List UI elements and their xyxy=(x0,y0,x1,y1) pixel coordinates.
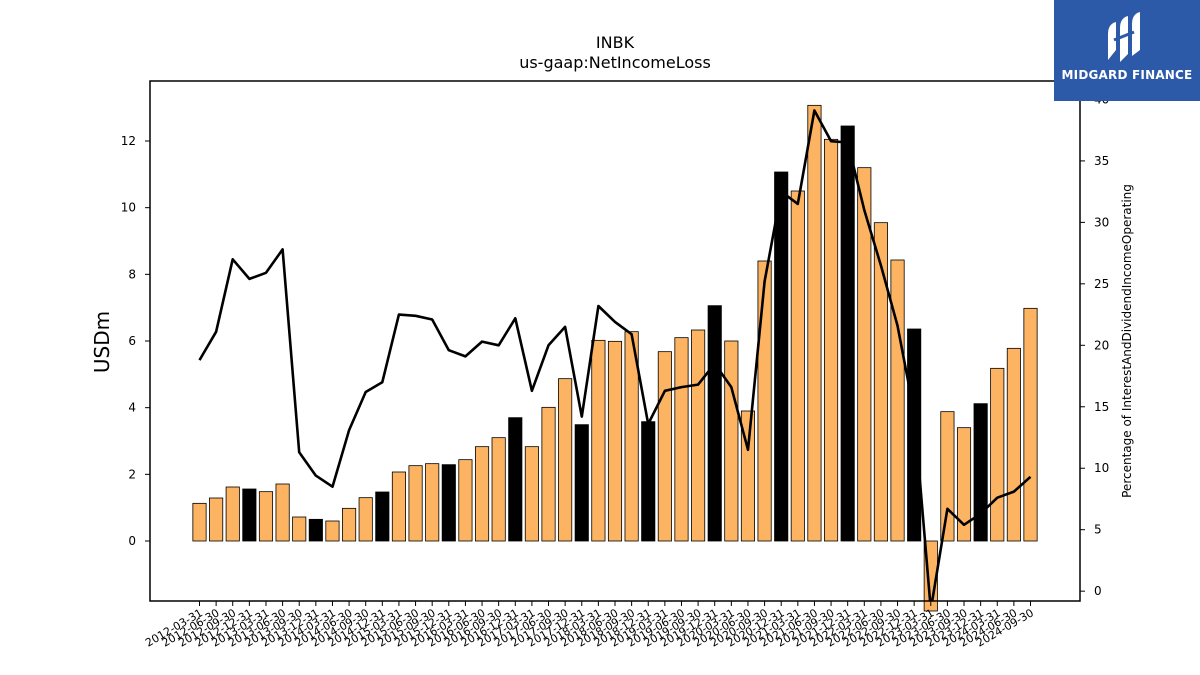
y2-tick-label: 25 xyxy=(1094,277,1109,291)
bar xyxy=(1023,307,1038,542)
bar xyxy=(990,367,1005,542)
bar xyxy=(325,520,340,542)
y-tick-label: 4 xyxy=(128,401,136,415)
bar xyxy=(441,464,456,542)
bar xyxy=(724,340,739,542)
bar xyxy=(940,411,955,542)
bar xyxy=(574,424,589,542)
y-tick-label: 6 xyxy=(128,334,136,348)
y2-tick-label: 0 xyxy=(1094,584,1102,598)
bar xyxy=(607,340,623,542)
y-tick-label: 12 xyxy=(121,134,136,148)
bar xyxy=(408,465,423,542)
company-logo: MIDGARD FINANCE xyxy=(1054,0,1200,101)
bar xyxy=(342,507,357,542)
bar xyxy=(375,491,390,542)
bar xyxy=(458,459,473,542)
y-tick-label: 10 xyxy=(121,201,136,215)
bar xyxy=(807,104,822,542)
y-axis-label: USDm xyxy=(90,311,114,373)
y2-tick-label: 20 xyxy=(1094,338,1109,352)
line-series xyxy=(198,109,1032,601)
bar xyxy=(308,518,323,542)
bar xyxy=(275,483,290,542)
bar xyxy=(541,406,556,542)
bar xyxy=(209,497,224,542)
plot-frame xyxy=(149,80,1081,602)
midgard-logo-icon xyxy=(1108,12,1140,62)
chart-title: INBK xyxy=(596,33,635,52)
bar xyxy=(890,259,905,542)
bar xyxy=(824,138,839,542)
y-tick-label: 2 xyxy=(128,467,136,481)
bar xyxy=(691,329,706,542)
bar-series xyxy=(192,104,1038,612)
bar xyxy=(474,446,490,542)
bar xyxy=(508,417,523,542)
y2-tick-label: 5 xyxy=(1094,523,1102,537)
y2-tick-label: 35 xyxy=(1094,154,1109,168)
bar xyxy=(258,491,274,542)
bar xyxy=(391,471,406,542)
bar xyxy=(757,260,772,542)
bar xyxy=(192,502,207,542)
bar xyxy=(624,331,639,542)
y2-axis-label: Percentage of InterestAndDividendIncomeO… xyxy=(1120,184,1134,498)
bar xyxy=(641,421,656,542)
bar xyxy=(242,488,257,542)
bar xyxy=(873,222,888,542)
bar xyxy=(558,378,573,542)
bar xyxy=(657,351,672,542)
y2-tick-label: 30 xyxy=(1094,215,1109,229)
bar xyxy=(774,171,789,542)
bar xyxy=(425,463,440,542)
y-tick-label: 0 xyxy=(128,534,136,548)
y2-tick-label: 15 xyxy=(1094,400,1109,414)
bar xyxy=(524,446,539,542)
bar xyxy=(840,125,855,542)
bar xyxy=(707,305,722,542)
bar xyxy=(857,167,872,542)
line-series-path xyxy=(198,109,1032,601)
bar xyxy=(591,339,606,542)
y-tick-label: 8 xyxy=(128,267,136,281)
y2-tick-label: 10 xyxy=(1094,461,1109,475)
bar xyxy=(1006,347,1021,542)
bar xyxy=(292,516,307,542)
logo-text: MIDGARD FINANCE xyxy=(1061,68,1193,82)
bar xyxy=(358,497,373,542)
bar xyxy=(956,427,972,542)
bar xyxy=(491,437,506,542)
bar xyxy=(674,337,689,542)
chart-subtitle: us-gaap:NetIncomeLoss xyxy=(519,53,711,72)
bar xyxy=(740,410,756,542)
bar xyxy=(907,328,922,542)
bar xyxy=(790,190,805,542)
bar xyxy=(225,486,240,542)
bar xyxy=(973,403,988,542)
